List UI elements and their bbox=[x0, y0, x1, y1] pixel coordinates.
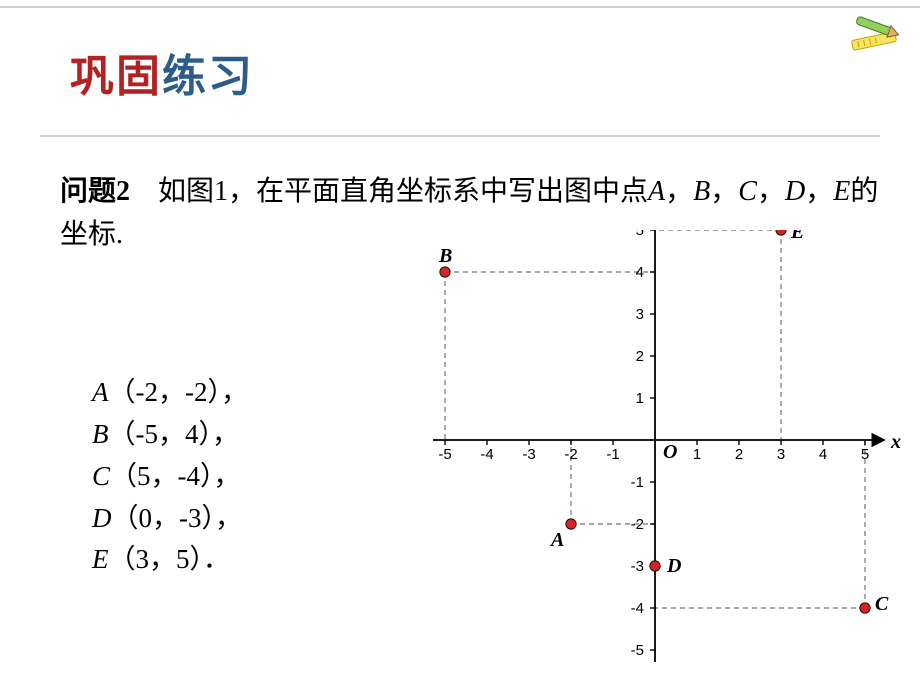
answer-row: D（0，-3）， bbox=[92, 498, 248, 540]
svg-text:-1: -1 bbox=[631, 474, 644, 491]
svg-text:-2: -2 bbox=[564, 446, 577, 463]
answer-row: A（-2，-2）， bbox=[92, 372, 248, 414]
svg-text:2: 2 bbox=[636, 348, 644, 365]
svg-text:A: A bbox=[549, 529, 564, 551]
var-B: B bbox=[693, 176, 710, 207]
answer-row: C（5，-4）， bbox=[92, 456, 248, 498]
answer-coord: （0，-3）， bbox=[112, 503, 243, 533]
var-A: A bbox=[648, 176, 665, 207]
section-title: 巩固练习 bbox=[70, 40, 254, 104]
answers-block: A（-2，-2），B（-5，4），C（5，-4），D（0，-3），E（3，5）． bbox=[92, 372, 248, 581]
svg-text:C: C bbox=[875, 593, 889, 615]
svg-text:-3: -3 bbox=[631, 558, 644, 575]
svg-text:5: 5 bbox=[636, 230, 644, 239]
mid-divider bbox=[40, 135, 880, 137]
answer-var: E bbox=[92, 544, 109, 574]
answer-row: B（-5，4）， bbox=[92, 414, 248, 456]
svg-text:1: 1 bbox=[693, 446, 701, 463]
svg-text:-5: -5 bbox=[438, 446, 451, 463]
svg-text:-3: -3 bbox=[522, 446, 535, 463]
pencil-ruler-icon bbox=[848, 14, 902, 58]
var-D: D bbox=[785, 176, 805, 207]
svg-text:3: 3 bbox=[777, 446, 785, 463]
answer-var: B bbox=[92, 419, 109, 449]
coordinate-chart: -5-4-3-2-112345-5-4-3-2-112345OxyABCDE bbox=[395, 230, 910, 690]
svg-text:-5: -5 bbox=[631, 642, 644, 659]
var-C: C bbox=[738, 176, 757, 207]
svg-text:O: O bbox=[663, 441, 677, 463]
title-char-2: 固 bbox=[116, 52, 162, 101]
svg-text:3: 3 bbox=[636, 306, 644, 323]
answer-coord: （-5，4）， bbox=[109, 419, 240, 449]
svg-text:-4: -4 bbox=[631, 600, 644, 617]
svg-text:-1: -1 bbox=[606, 446, 619, 463]
svg-text:1: 1 bbox=[636, 390, 644, 407]
var-E: E bbox=[833, 176, 850, 207]
answer-var: A bbox=[92, 377, 109, 407]
svg-text:-2: -2 bbox=[631, 516, 644, 533]
svg-text:-4: -4 bbox=[480, 446, 493, 463]
chart-svg: -5-4-3-2-112345-5-4-3-2-112345OxyABCDE bbox=[395, 230, 910, 674]
answer-coord: （5，-4）， bbox=[110, 461, 241, 491]
svg-text:2: 2 bbox=[735, 446, 743, 463]
answer-row: E（3，5）． bbox=[92, 539, 248, 581]
svg-text:4: 4 bbox=[636, 264, 644, 281]
svg-text:D: D bbox=[666, 555, 681, 577]
answer-var: D bbox=[92, 503, 112, 533]
svg-text:4: 4 bbox=[819, 446, 827, 463]
title-char-4: 习 bbox=[208, 52, 254, 101]
svg-text:E: E bbox=[790, 230, 804, 243]
answer-coord: （3，5）． bbox=[109, 544, 231, 574]
title-char-3: 练 bbox=[162, 52, 208, 101]
svg-text:5: 5 bbox=[861, 446, 869, 463]
svg-text:B: B bbox=[438, 245, 452, 267]
svg-text:x: x bbox=[890, 431, 901, 453]
answer-coord: （-2，-2）， bbox=[109, 377, 248, 407]
answer-var: C bbox=[92, 461, 110, 491]
top-divider bbox=[0, 6, 920, 8]
title-char-1: 巩 bbox=[70, 52, 116, 101]
question-label: 问题2 bbox=[60, 176, 130, 207]
